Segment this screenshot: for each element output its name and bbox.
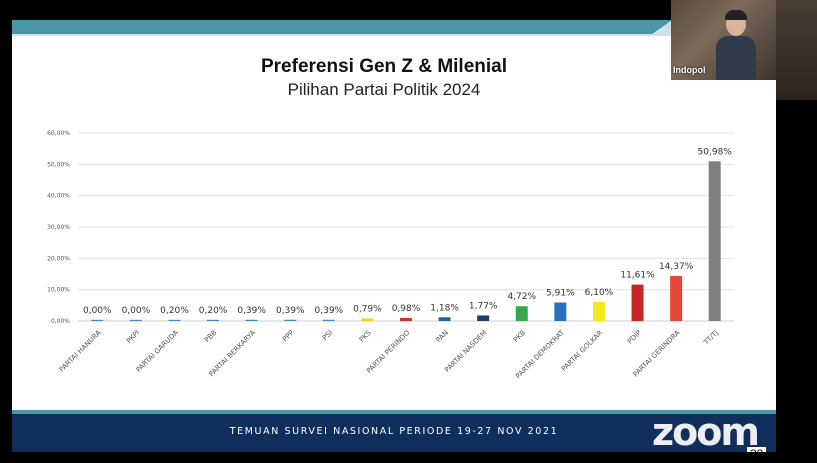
y-tick-label: 50,00% [47, 161, 70, 168]
bars [91, 161, 721, 321]
x-tick-label: PKS [358, 328, 373, 343]
background-video-strip [776, 0, 817, 100]
participant-name: Indopol [673, 65, 706, 75]
bar [168, 319, 181, 321]
bar [91, 319, 104, 321]
bar [322, 319, 335, 321]
participant-video-tile[interactable]: Indopol [671, 0, 776, 80]
bar-chart: Preferensi Gen Z & Milenial Pilihan Part… [47, 56, 734, 380]
header-accent-bar [12, 20, 672, 34]
data-label: 0,20% [199, 306, 228, 316]
data-label: 0,79% [353, 305, 382, 315]
x-tick-label: PARTAI GOLKAR [560, 329, 604, 373]
data-label: 0,00% [83, 306, 112, 316]
footer-text: TEMUAN SURVEI NASIONAL PERIODE 19-27 NOV… [229, 426, 559, 437]
data-label: 0,39% [315, 306, 344, 316]
bar [245, 319, 258, 321]
bar [438, 317, 451, 321]
footer-bar [12, 414, 776, 452]
bar [708, 161, 721, 321]
y-tick-label: 0,00% [51, 318, 70, 325]
x-tick-label: PARTAI HANURA [58, 329, 103, 374]
bar [207, 319, 220, 321]
data-label: 0,00% [122, 306, 151, 316]
data-label: 1,18% [430, 303, 459, 313]
data-label: 11,61% [620, 271, 655, 281]
participant-avatar [716, 10, 756, 80]
bar [592, 301, 605, 321]
data-label: 14,37% [659, 262, 694, 272]
y-tick-label: 40,00% [47, 193, 70, 200]
x-tick-label: PKPI [125, 329, 141, 345]
x-tick-label: PAN [435, 329, 450, 344]
bar [670, 275, 683, 321]
x-tick-label: PSI [321, 329, 334, 342]
y-tick-label: 10,00% [47, 287, 70, 294]
x-tick-label: PPP [281, 329, 296, 344]
presentation-slide: Preferensi Gen Z & Milenial Pilihan Part… [12, 20, 776, 452]
data-label: 1,77% [469, 301, 498, 311]
data-label: 4,72% [507, 292, 536, 302]
bar [477, 315, 490, 321]
gridlines [78, 132, 734, 322]
x-tick-label: PDIP [626, 329, 643, 346]
x-tick-label: PBB [203, 329, 219, 345]
bar [361, 318, 374, 321]
data-label: 50,98% [698, 147, 733, 157]
chart-subtitle: Pilihan Partai Politik 2024 [288, 80, 481, 99]
data-labels: 0,00% 0,00% 0,20% 0,20% 0,39% 0,39% 0,39% 0,79%… [83, 147, 732, 316]
y-tick-label: 30,00% [47, 224, 70, 231]
footer-accent-line [12, 410, 776, 414]
bar [554, 302, 567, 321]
x-tick-label: PARTAI GARUDA [135, 329, 180, 374]
x-tick-label: PARTAI NASDEM [443, 329, 488, 374]
x-tick-label: PKB [512, 329, 527, 344]
data-label: 5,91% [546, 288, 575, 298]
data-label: 0,39% [276, 306, 305, 316]
y-tick-label: 60,00% [47, 130, 70, 137]
bar [515, 306, 528, 321]
page-number: 33 [747, 447, 767, 452]
y-tick-label: 20,00% [47, 255, 70, 262]
data-label: 0,20% [160, 306, 189, 316]
zoom-logo: zoom [652, 410, 760, 454]
bar [129, 319, 142, 321]
y-axis-ticks: 0,00% 10,00% 20,00% 30,00% 40,00% 50,00% 60,00… [47, 130, 70, 325]
data-label: 6,10% [585, 288, 614, 298]
x-tick-label: TT/TJ [702, 329, 720, 347]
bar [284, 319, 297, 321]
data-label: 0,39% [237, 306, 266, 316]
bar [400, 317, 412, 321]
x-tick-label: PARTAI PERINDO [365, 328, 412, 375]
data-label: 0,98% [392, 304, 421, 314]
bar [631, 284, 644, 321]
chart-title: Preferensi Gen Z & Milenial [261, 56, 507, 77]
